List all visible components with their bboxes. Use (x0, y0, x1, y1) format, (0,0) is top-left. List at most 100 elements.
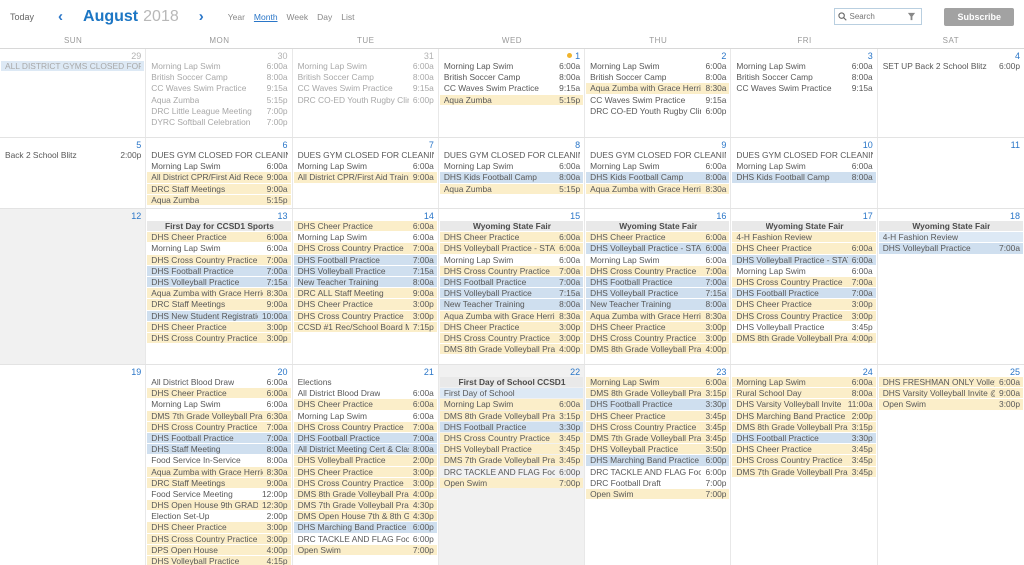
event[interactable]: DHS Cross Country Practice 3:00p (732, 310, 876, 321)
day-number[interactable]: 5 (136, 140, 142, 150)
event[interactable]: DRC TACKLE AND FLAG Football 6:00p (440, 467, 583, 477)
event[interactable]: Aqua Zumba with Grace Herrick 8:30a (147, 466, 291, 477)
event[interactable]: DUES GYM CLOSED FOR CLEANING (294, 150, 437, 160)
event[interactable]: DHS Cheer Practice 3:00p (439, 321, 584, 332)
day-number[interactable]: 6 (282, 140, 288, 150)
event[interactable]: DHS Volleyball Practice 3:50p (586, 444, 730, 455)
day-cell-30[interactable]: 30 Morning Lap Swim 6:00a British Soccer Ca… (146, 49, 293, 137)
event[interactable]: DYRC Softball Celebration 7:00p (147, 117, 290, 127)
event[interactable]: British Soccer Camp 8:00a (440, 72, 583, 82)
search-input[interactable] (849, 12, 908, 21)
event[interactable]: CCSD #1 Rec/School Board Meetings7:15p (293, 321, 437, 332)
view-tab-week[interactable]: Week (286, 11, 309, 22)
event[interactable]: All District CPR/First Aid Recertificati… (147, 172, 291, 183)
event[interactable]: DHS Volleyball Practice 2:00p (293, 455, 437, 466)
event[interactable]: DHS Cheer Practice 3:00p (586, 321, 730, 332)
day-cell-22[interactable]: 22 First Day of School CCSD1 First Day of … (438, 365, 586, 565)
event[interactable]: DRC Little League Meeting 7:00p (147, 106, 290, 116)
day-cell-21[interactable]: 21 Elections All District Blood Draw 6:00a D… (292, 365, 439, 565)
day-cell-5[interactable]: 5 Back 2 School Blitz 2:00p (0, 138, 147, 208)
event[interactable]: DHS Cross Country Practice 3:45p (586, 421, 730, 432)
day-number[interactable]: 11 (1010, 140, 1020, 150)
day-cell-16[interactable]: 16 Wyoming State Fair DHS Cheer Practice 6:… (585, 209, 732, 364)
event[interactable]: DRC Staff Meetings 9:00a (147, 299, 291, 310)
event[interactable]: CC Waves Swim Practice 9:15a (147, 83, 290, 93)
event[interactable]: DHS Football Practice 7:00a (586, 276, 730, 288)
event[interactable]: DUES GYM CLOSED FOR CLEANING (147, 150, 290, 160)
event[interactable]: DRC Staff Meetings 9:00a (147, 183, 291, 194)
day-cell-8[interactable]: 8 DUES GYM CLOSED FOR CLEANING Morning Lap… (438, 138, 586, 208)
event[interactable]: DHS Cross Country Practice 3:45p (439, 432, 584, 444)
event[interactable]: Morning Lap Swim 6:00a (294, 411, 437, 421)
next-month-button[interactable]: › (193, 8, 210, 25)
day-number[interactable]: 16 (716, 211, 727, 221)
event[interactable]: Morning Lap Swim 6:00a (586, 255, 729, 265)
event[interactable]: DHS Cross Country Practice 7:00a (147, 421, 291, 432)
event[interactable]: Morning Lap Swim 6:00a (440, 255, 583, 265)
event[interactable]: SET UP Back 2 School Blitz 6:00p (879, 61, 1023, 71)
view-tab-list[interactable]: List (341, 11, 355, 22)
day-number[interactable]: 13 (277, 211, 288, 221)
event[interactable]: First Day of School CCSD1 (439, 377, 584, 388)
event[interactable]: DHS Volleyball Practice 7:15a (586, 288, 730, 299)
event[interactable]: Morning Lap Swim 6:00a (732, 61, 875, 71)
day-number[interactable]: 30 (277, 51, 288, 61)
event[interactable]: DHS Cheer Practice 6:00a (293, 399, 437, 410)
day-number[interactable]: 9 (721, 140, 727, 150)
event[interactable]: Morning Lap Swim 6:00a (294, 232, 437, 242)
event[interactable]: DHS Cheer Practice 6:00a (147, 232, 291, 243)
event[interactable]: Morning Lap Swim 6:00a (440, 61, 583, 71)
day-number[interactable]: 4 (1014, 51, 1020, 61)
event[interactable]: Morning Lap Swim 6:00a (586, 377, 730, 388)
filter-icon[interactable] (907, 12, 916, 21)
day-number[interactable]: 18 (1009, 211, 1020, 221)
event[interactable]: DHS Cross Country Practice 3:00p (439, 332, 584, 344)
event[interactable]: DHS Cross Country Practice 3:00p (293, 310, 437, 321)
event[interactable]: DHS Cross Country Practice 3:00p (586, 332, 730, 344)
event[interactable]: Wyoming State Fair (732, 221, 876, 232)
event[interactable]: DHS Cheer Practice 6:00a (147, 388, 291, 399)
event[interactable]: Aqua Zumba with Grace Herrick 8:30a (586, 183, 730, 194)
day-number[interactable]: 29 (131, 51, 142, 61)
event[interactable]: DRC ALL Staff Meeting 9:00a (293, 288, 437, 299)
event[interactable]: Morning Lap Swim 6:00a (586, 61, 729, 71)
event[interactable]: Open Swim 7:00p (439, 477, 584, 488)
day-cell-31[interactable]: 31 Morning Lap Swim 6:00a British Soccer Ca… (292, 49, 439, 137)
event[interactable]: DHS Cheer Practice 3:00p (293, 299, 437, 310)
event[interactable]: Wyoming State Fair (586, 221, 730, 232)
event[interactable]: DHS Volleyball Practice 7:15a (439, 288, 584, 299)
event[interactable]: Morning Lap Swim 6:00a (732, 161, 875, 171)
event[interactable]: DHS Football Practice 3:30p (732, 432, 876, 444)
event[interactable]: DHS FRESHMAN ONLY Volleyball Practice 6:0… (878, 377, 1023, 388)
event[interactable]: All District Meeting Cert & Classified8:… (293, 444, 437, 455)
event[interactable]: New Teacher Training 8:00a (439, 299, 584, 310)
event[interactable]: Food Service In-Service 8:00a (147, 455, 290, 465)
day-number[interactable]: 15 (570, 211, 581, 221)
view-tab-month[interactable]: Month (253, 11, 278, 22)
day-number[interactable]: 17 (862, 211, 873, 221)
day-number[interactable]: 19 (131, 367, 142, 377)
event[interactable]: Aqua Zumba 5:15p (439, 94, 584, 105)
event[interactable]: Morning Lap Swim 6:00a (147, 243, 290, 253)
event[interactable]: DHS Cheer Practice 3:00p (293, 466, 437, 477)
event[interactable]: DHS Volleyball Practice 7:15a (147, 276, 291, 288)
event[interactable]: Morning Lap Swim 6:00a (147, 61, 290, 71)
event[interactable]: British Soccer Camp 8:00a (147, 72, 290, 82)
day-number[interactable]: 23 (716, 367, 727, 377)
event[interactable]: British Soccer Camp 8:00a (732, 72, 875, 82)
event[interactable]: DUES GYM CLOSED FOR CLEANING (440, 150, 583, 160)
event[interactable]: Morning Lap Swim 6:00a (439, 399, 584, 410)
event[interactable]: British Soccer Camp 8:00a (586, 72, 729, 82)
day-number[interactable]: 22 (570, 367, 581, 377)
event[interactable]: DHS Cross Country Practice 7:00a (439, 265, 584, 276)
event[interactable]: DHS Kids Football Camp 8:00a (586, 172, 730, 183)
day-cell-23[interactable]: 23 Morning Lap Swim 6:00a DMS 8th Grade Vol… (585, 365, 732, 565)
event[interactable]: Aqua Zumba with Grace Herrick 8:30a (439, 310, 584, 321)
event[interactable]: Open Swim 7:00p (586, 488, 730, 500)
event[interactable]: DHS Football Practice 7:00a (147, 265, 291, 276)
